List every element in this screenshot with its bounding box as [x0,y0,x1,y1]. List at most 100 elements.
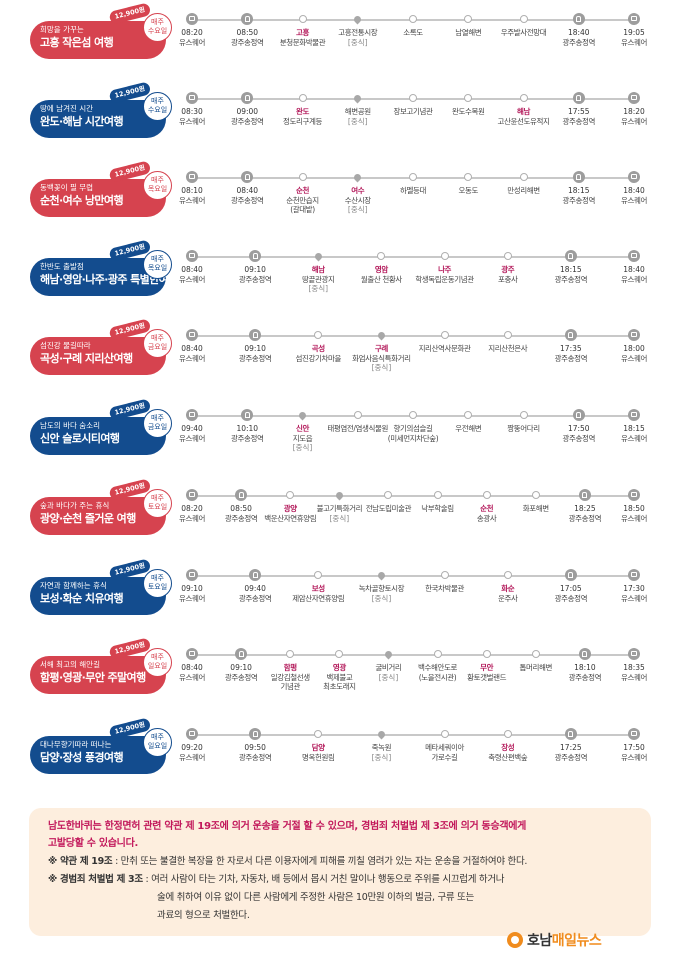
stop-name: 함평 [283,663,297,672]
bus-icon [186,171,198,183]
route-title-badge: 자연과 함께하는 휴식 보성·화순 치유여행 [30,577,166,615]
bus-icon [186,92,198,104]
stop-dot-icon [440,730,449,738]
stop-marker [625,406,643,424]
stop-detail: 송광사 [476,513,497,523]
stop-text: 우주발사전망대 [464,28,584,38]
stop-text: 17:05 광주송정역 [511,584,631,603]
stop-name: 유스퀘어 [179,274,205,284]
stop-detail: 운주사 [497,593,518,603]
stop-marker [330,645,348,663]
stop-detail: 제암산자연휴양림 [292,593,345,603]
bus-icon [628,13,640,25]
stop-text: 해변공원 [중식] [298,107,418,126]
stop-text: 17:30 유스퀘어 [574,584,680,603]
stop-name: 유스퀘어 [179,353,205,363]
stop-text: 광양 백운산자연휴양림 [230,504,350,523]
stop-time: 10:10 [236,424,259,433]
stop-name: 유스퀘어 [621,274,647,284]
stop-marker [625,486,643,504]
stop-marker [183,406,201,424]
stop-text: 영암 월출산 천황사 [321,265,441,284]
stop-marker [562,725,580,743]
stop-dot-icon [482,491,491,499]
stop-text: 10:10 광주송정역 [187,424,307,443]
stop-name: 전남도립미술관 [365,504,412,513]
stop-name: 불고기특화거리 [316,504,363,513]
stop-name: 우전해변 [455,424,482,433]
stop-name: 광주송정역 [238,593,272,603]
stop-time: 17:25 [560,743,582,752]
stop-text: 08:50 광주송정역 [181,504,301,523]
stop-time: 18:40 [567,28,590,37]
train-icon [241,171,254,183]
route-title-badge: 동백꽃이 필 무렵 순천·여수 낭만여행 [30,179,166,217]
day-badge-line1: 매주 [151,334,164,342]
stop-time: 08:50 [230,504,252,513]
stop-marker [183,645,201,663]
stop-marker [183,89,201,107]
stop-text: 하멜등대 [353,186,473,196]
day-badge-line1: 매주 [151,414,164,422]
stop-marker [459,89,477,107]
stop-detail: (갈대밭) [290,205,315,214]
stop-marker [183,10,201,28]
stop-marker [232,486,250,504]
meal-pin-icon [352,14,363,24]
stop-detail: 가로수길 [431,752,458,762]
stop-name: 유스퀘어 [621,513,647,523]
day-badge: 매주 수요일 [143,13,172,42]
stop-detail: 최초도래지 [323,682,356,691]
route-name: 함평·영광·무안 주말여행 [40,671,146,684]
route-row: 땅에 남겨진 시간 완도·해남 시간여행 12,900원 매주 수요일 08:30 유스퀘어… [0,79,680,159]
stop-marker [294,168,312,186]
stop-text: 오동도 [408,186,528,196]
stop-name: 광주송정역 [554,752,588,762]
stop-marker [515,406,533,424]
stop-marker [527,645,545,663]
notice-warning: 남도한바퀴는 한정면허 관련 약관 제 19조에 의거 운송을 거절 할 수 있… [48,821,527,849]
stop-detail: 축령산편백숲 [488,752,528,762]
stop-name: 광주 [501,265,515,274]
stop-text: 09:20 유스퀘어 [132,743,252,762]
stop-name: 유스퀘어 [621,37,647,47]
stop-text: 영광 백제불교 최초도래지 [279,663,399,692]
stop-name: 유스퀘어 [621,433,647,443]
stop-name: 광주송정역 [224,513,258,523]
route-row: 남도의 바다 숨소리 신안 슬로시티여행 12,900원 매주 금요일 09:40 유스퀘어… [0,396,680,476]
stop-text: 18:10 광주송정역 [525,663,645,682]
stop-detail: 지도읍 [292,433,313,443]
stop-marker [183,168,201,186]
stop-marker [246,326,264,344]
stop-text: 신안 지도읍 [중식] [243,424,363,453]
stop-marker [379,645,397,663]
train-icon [564,728,577,740]
stop-marker [309,247,327,265]
stop-name: 광주송정역 [224,672,258,682]
stop-marker [625,247,643,265]
stop-marker [436,725,454,743]
stop-marker [309,566,327,584]
bus-icon [186,489,198,501]
rule-article-19: ※ 약관 제 19조 : 만취 또는 불결한 복장을 한 자로서 다른 이용자에… [48,856,528,867]
stop-detail: 백제불교 [326,672,353,682]
stop-name: 담양 [311,743,325,752]
brand-logo: 호남 매일뉴스 [507,929,602,951]
stop-name: 순천 [296,186,309,195]
stop-text: 18:20 유스퀘어 [574,107,680,126]
stop-marker [404,89,422,107]
route-subtitle: 땅에 남겨진 시간 [40,104,94,113]
stop-text: 18:40 유스퀘어 [574,265,680,284]
train-icon [235,648,248,660]
train-icon [241,92,254,104]
day-badge-line2: 목요일 [147,185,168,193]
stop-name: 만성리해변 [507,186,540,195]
bus-icon [186,648,198,660]
stop-time: 08:10 [181,186,203,195]
stop-text: 향기의섬슬길 (미세먼지차단숲) [353,424,473,443]
stop-name: 영암 [374,265,388,274]
stop-dot-icon [298,173,307,181]
stop-name: 유스퀘어 [621,353,647,363]
train-icon [572,13,585,25]
stop-name: 유스퀘어 [621,752,647,762]
